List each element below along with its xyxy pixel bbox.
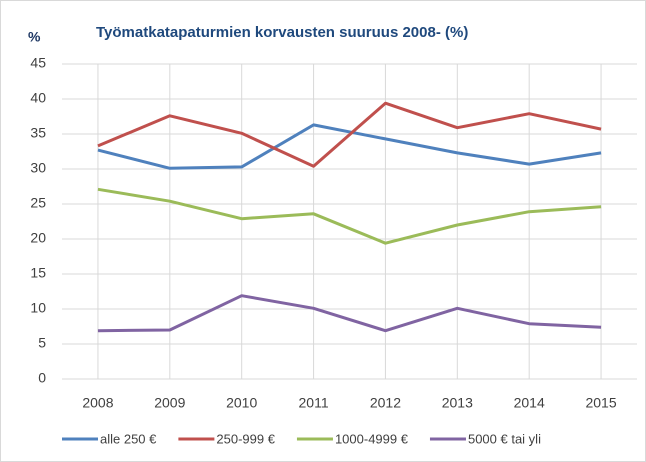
y-tick-label: 45 [30,55,46,71]
y-tick-label: 0 [38,370,46,386]
legend-label: alle 250 € [100,431,157,446]
x-tick-label: 2010 [226,395,257,411]
y-tick-label: 5 [38,335,46,351]
y-axis-label: % [28,29,41,45]
series-line [97,187,602,245]
series-line [97,101,602,168]
y-tick-label: 25 [30,195,46,211]
legend-label: 1000-4999 € [335,431,409,446]
legend-label: 250-999 € [216,431,275,446]
x-tick-label: 2009 [154,395,185,411]
chart-title: Työmatkatapaturmien korvausten suuruus 2… [96,24,468,41]
x-tick-label: 2015 [585,395,616,411]
y-tick-label: 40 [30,90,46,106]
x-tick-label: 2008 [82,395,113,411]
y-tick-label: 15 [30,265,46,281]
y-tick-label: 35 [30,125,46,141]
y-tick-label: 20 [30,230,46,246]
series-line [97,123,602,170]
series-line [97,294,602,333]
x-tick-label: 2012 [370,395,401,411]
x-tick-label: 2014 [514,395,545,411]
y-tick-label: 30 [30,160,46,176]
x-tick-label: 2013 [442,395,473,411]
y-tick-label: 10 [30,300,46,316]
x-tick-label: 2011 [299,395,329,411]
legend-label: 5000 € tai yli [468,431,541,446]
